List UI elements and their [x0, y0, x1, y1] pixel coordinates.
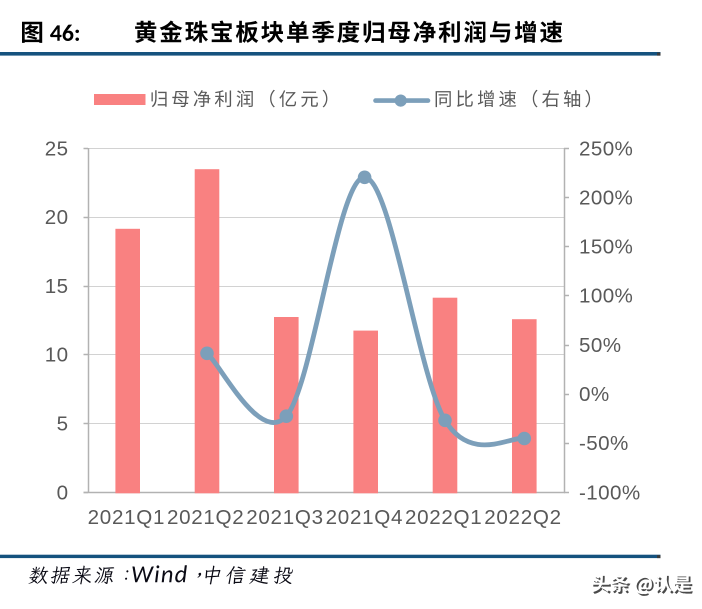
svg-text:2022Q2: 2022Q2	[484, 506, 562, 529]
svg-text:50%: 50%	[579, 334, 621, 357]
svg-text:10: 10	[45, 344, 69, 367]
svg-text:2021Q1: 2021Q1	[88, 506, 166, 529]
svg-text:-100%: -100%	[579, 481, 641, 504]
svg-text:250%: 250%	[579, 137, 633, 160]
svg-text:2021Q2: 2021Q2	[167, 506, 245, 529]
svg-text:25: 25	[45, 137, 69, 160]
svg-text:20: 20	[45, 206, 69, 229]
svg-text:5: 5	[57, 413, 69, 436]
svg-text:200%: 200%	[579, 186, 633, 209]
svg-text:0: 0	[57, 481, 69, 504]
svg-text:150%: 150%	[579, 236, 633, 259]
svg-text:0%: 0%	[579, 383, 610, 406]
svg-text:2021Q3: 2021Q3	[246, 506, 324, 529]
svg-text:-50%: -50%	[579, 432, 629, 455]
svg-text:2022Q1: 2022Q1	[405, 506, 483, 529]
svg-text:15: 15	[45, 275, 69, 298]
svg-text:2021Q4: 2021Q4	[326, 506, 404, 529]
svg-text:100%: 100%	[579, 285, 633, 308]
